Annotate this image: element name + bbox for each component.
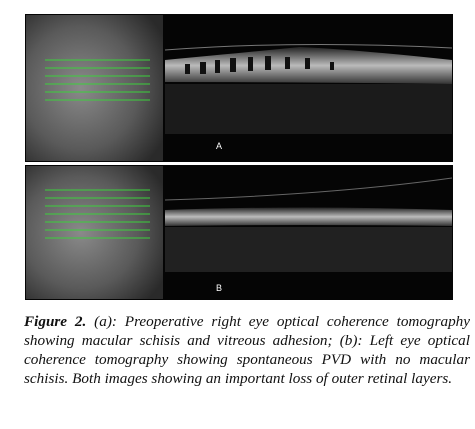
cysts-a [185,56,334,74]
pvd-line-b [164,177,453,201]
choroid-a [165,84,452,134]
caption-text: (a): Preoperative right eye optical cohe… [24,313,470,387]
fundus-b [26,166,163,299]
fundus-a [26,15,163,161]
vitreous-line-a [164,43,453,51]
panel-label: A [216,141,222,151]
retina-b [165,207,452,226]
panel-label: B [216,283,222,293]
caption-label: Figure 2. [24,313,87,330]
figure-image: A B [25,14,453,300]
choroid-b [165,227,452,272]
caption: Figure 2. (a): Preoperative right eye op… [24,312,470,388]
scan-lines-b [45,189,150,239]
scan-lines-a [45,59,150,101]
